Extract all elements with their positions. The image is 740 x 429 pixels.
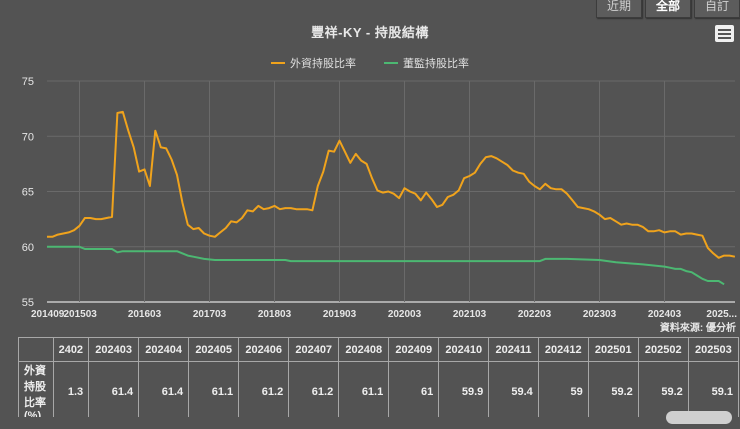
table-column-header: 202408 [338, 337, 390, 362]
range-tab-recent[interactable]: 近期 [595, 0, 642, 18]
table-corner [18, 337, 54, 362]
line-chart-plot: 55 60 65 70 75 201409 201503 201603 201703 201803… [22, 76, 737, 320]
table-cell: 61.4 [88, 361, 140, 417]
table-cell: 59 [537, 361, 589, 417]
x-tick-label: 202403 [648, 309, 682, 320]
table-cell: 59.2 [587, 361, 639, 417]
table-horizontal-scrollbar[interactable] [666, 411, 732, 424]
source-note: 資料來源: 優分析 [659, 323, 736, 334]
legend-label-directors: 董監持股比率 [403, 58, 469, 70]
table-cell: 59.4 [488, 361, 539, 417]
x-tick-label: 201803 [258, 309, 292, 320]
table-cell: 1.3 [52, 361, 90, 417]
table-column-header: 202407 [288, 337, 340, 362]
table-cell: 61.1 [188, 361, 240, 417]
x-tick-label: 201603 [128, 309, 162, 320]
table-row-label: 外資持股比率(%) [18, 361, 54, 417]
table-cell: 61 [388, 361, 440, 417]
table-column-header: 202412 [537, 337, 589, 362]
x-tick-label: 202203 [518, 309, 552, 320]
table-column-header: 202403 [88, 337, 140, 362]
legend-item-directors[interactable]: 董監持股比率 [384, 55, 469, 71]
table-column-header: 202405 [188, 337, 240, 362]
foreign-holding-line [47, 110, 736, 259]
table-column-header: 202502 [637, 337, 689, 362]
x-tick-label: 201703 [193, 309, 227, 320]
table-column-header: 202501 [587, 337, 639, 362]
legend-label-foreign: 外資持股比率 [290, 58, 356, 70]
table-cell: 61.2 [288, 361, 340, 417]
range-tab-all[interactable]: 全部 [644, 0, 691, 18]
table-column-header: 202406 [238, 337, 290, 362]
x-tick-label: 2025... [706, 309, 737, 320]
legend-swatch-foreign-icon [271, 62, 285, 64]
table-cell: 59.1 [687, 361, 739, 417]
table-cell: 59.9 [438, 361, 490, 417]
legend-item-foreign[interactable]: 外資持股比率 [271, 55, 356, 71]
y-tick-label: 55 [22, 297, 34, 309]
x-tick-label: 201503 [64, 309, 98, 320]
y-tick-label: 70 [22, 131, 34, 143]
table-column-header: 2402 [52, 337, 90, 362]
legend-swatch-directors-icon [384, 62, 398, 64]
table-column-header: 202410 [438, 337, 490, 362]
x-tick-label: 202003 [388, 309, 422, 320]
y-tick-label: 75 [22, 76, 34, 88]
data-table-scroll[interactable]: 2402 202403 202404 202405 202406 202407 202408… [18, 337, 739, 417]
director-holding-line [47, 245, 725, 286]
x-tick-label: 202303 [583, 309, 617, 320]
x-tick-label: 201903 [323, 309, 357, 320]
table-cell: 61.4 [138, 361, 190, 417]
chart-legend: 外資持股比率 董監持股比率 [0, 55, 740, 71]
x-tick-label: 201409 [31, 309, 65, 320]
table-row: 外資持股比率(%) 1.3 61.4 61.4 61.1 61.2 61.2 61.1 61 59… [18, 361, 739, 417]
y-tick-label: 65 [22, 187, 34, 199]
x-tick-label: 202103 [453, 309, 487, 320]
table-column-header: 202404 [138, 337, 190, 362]
table-column-header: 202409 [388, 337, 440, 362]
table-column-header: 202411 [488, 337, 539, 362]
chart-title: 豐祥-KY - 持股結構 [311, 25, 429, 40]
table-cell: 59.2 [637, 361, 689, 417]
hamburger-menu-icon[interactable] [715, 25, 734, 42]
table-column-header: 202503 [687, 337, 739, 362]
table-cell: 61.1 [338, 361, 390, 417]
range-tabs: 近期 全部 自訂 [595, 0, 740, 18]
table-cell: 61.2 [238, 361, 290, 417]
y-tick-label: 60 [22, 242, 34, 254]
data-table: 2402 202403 202404 202405 202406 202407 202408… [18, 337, 739, 417]
range-tab-custom[interactable]: 自訂 [693, 0, 740, 18]
table-header-row: 2402 202403 202404 202405 202406 202407 202408… [18, 337, 739, 362]
